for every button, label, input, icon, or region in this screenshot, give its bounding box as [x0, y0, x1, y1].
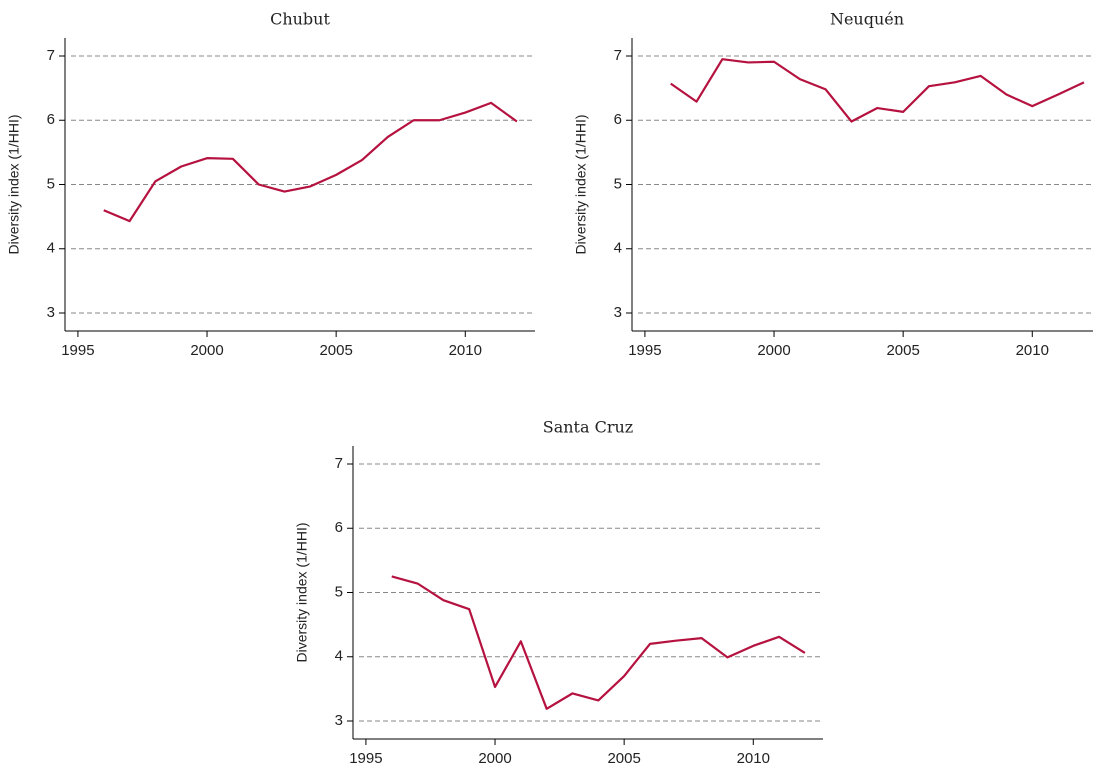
y-tick-label: 4 [335, 648, 343, 665]
y-tick-label: 4 [47, 240, 55, 257]
y-tick-label: 5 [335, 583, 343, 600]
x-tick-label: 1995 [349, 750, 382, 767]
y-tick-label: 4 [614, 240, 622, 257]
x-tick-label: 2000 [757, 342, 790, 359]
y-tick-label: 5 [614, 175, 622, 192]
y-tick-label: 6 [614, 111, 622, 128]
x-tick-label: 2000 [478, 750, 511, 767]
x-tick-label: 2005 [607, 750, 640, 767]
y-tick-label: 6 [47, 111, 55, 128]
y-tick-label: 6 [335, 519, 343, 536]
x-tick-label: 2000 [190, 342, 223, 359]
x-tick-label: 1995 [61, 342, 94, 359]
x-tick-label: 2005 [886, 342, 919, 359]
y-tick-label: 7 [614, 47, 622, 64]
chart-title: Santa Cruz [543, 418, 633, 437]
y-tick-label: 7 [47, 47, 55, 64]
x-tick-label: 1995 [628, 342, 661, 359]
y-tick-label: 3 [614, 304, 622, 321]
y-tick-label: 7 [335, 455, 343, 472]
x-tick-label: 2010 [1016, 342, 1049, 359]
y-axis-label: Diversity index (1/HHI) [6, 114, 22, 254]
x-tick-label: 2010 [449, 342, 482, 359]
y-tick-label: 3 [47, 304, 55, 321]
y-tick-label: 5 [47, 175, 55, 192]
chart-title: Neuquén [830, 10, 904, 29]
x-tick-label: 2010 [737, 750, 770, 767]
y-axis-label: Diversity index (1/HHI) [294, 522, 310, 662]
chart-title: Chubut [270, 10, 330, 29]
y-tick-label: 3 [335, 712, 343, 729]
data-line [391, 575, 806, 710]
x-tick-label: 2005 [319, 342, 352, 359]
data-line [103, 101, 518, 223]
y-axis-label: Diversity index (1/HHI) [573, 114, 589, 254]
data-line [670, 58, 1085, 123]
